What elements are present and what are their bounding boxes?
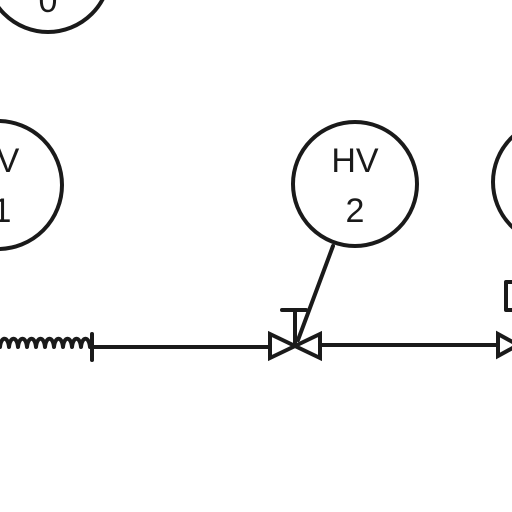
signal-line-hv2 xyxy=(296,244,335,342)
instrument-bubble-hv2: HV 2 xyxy=(291,120,419,248)
instrument-bubble-hv1: V 1 xyxy=(0,119,64,251)
instrument-tag-hv2-line2: 2 xyxy=(346,192,365,230)
valve-body-right xyxy=(290,330,322,362)
instrument-tag-hv2-line1: HV xyxy=(331,142,379,180)
hand-valve-hv2 xyxy=(268,308,322,362)
valve-body-left xyxy=(268,330,300,362)
flexible-hose xyxy=(0,336,92,349)
instrument-bubble-top-left: 0 xyxy=(0,0,105,34)
partial-bracket-right xyxy=(504,280,512,312)
instrument-tag-top-left-line2: 0 xyxy=(39,0,58,20)
arrowhead-right xyxy=(496,330,512,360)
instrument-bubble-right xyxy=(491,134,512,230)
instrument-tag-hv1-line2: 1 xyxy=(0,192,11,230)
instrument-tag-hv1-line1: V xyxy=(0,142,20,180)
